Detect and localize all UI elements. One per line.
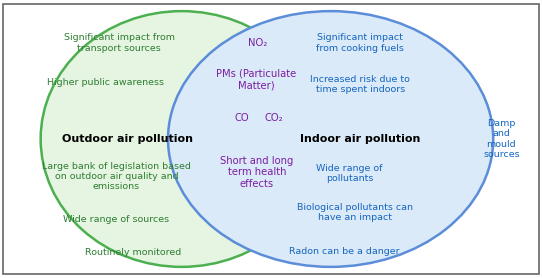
- Text: Wide range of sources: Wide range of sources: [63, 215, 170, 224]
- Ellipse shape: [168, 11, 493, 267]
- Text: Routinely monitored: Routinely monitored: [85, 249, 181, 257]
- Text: Outdoor air pollution: Outdoor air pollution: [62, 134, 193, 144]
- Text: Indoor air pollution: Indoor air pollution: [300, 134, 421, 144]
- Text: Significant impact
from cooking fuels: Significant impact from cooking fuels: [317, 33, 404, 53]
- Text: CO: CO: [235, 113, 249, 123]
- Text: Significant impact from
transport sources: Significant impact from transport source…: [64, 33, 175, 53]
- Text: Biological pollutants can
have an impact: Biological pollutants can have an impact: [297, 203, 413, 222]
- Text: Increased risk due to
time spent indoors: Increased risk due to time spent indoors: [311, 75, 410, 95]
- Text: PMs (Particulate
Matter): PMs (Particulate Matter): [216, 68, 296, 90]
- Text: NO₂: NO₂: [248, 38, 268, 48]
- Text: Damp
and
mould
sources: Damp and mould sources: [483, 119, 520, 159]
- Text: Higher public awareness: Higher public awareness: [47, 78, 164, 86]
- Text: Large bank of legislation based
on outdoor air quality and
emissions: Large bank of legislation based on outdo…: [42, 162, 191, 192]
- Text: Radon can be a danger: Radon can be a danger: [289, 247, 399, 256]
- Text: Short and long
term health
effects: Short and long term health effects: [220, 156, 294, 189]
- Ellipse shape: [41, 11, 322, 267]
- Text: CO₂: CO₂: [264, 113, 283, 123]
- Text: Wide range of
pollutants: Wide range of pollutants: [317, 164, 383, 183]
